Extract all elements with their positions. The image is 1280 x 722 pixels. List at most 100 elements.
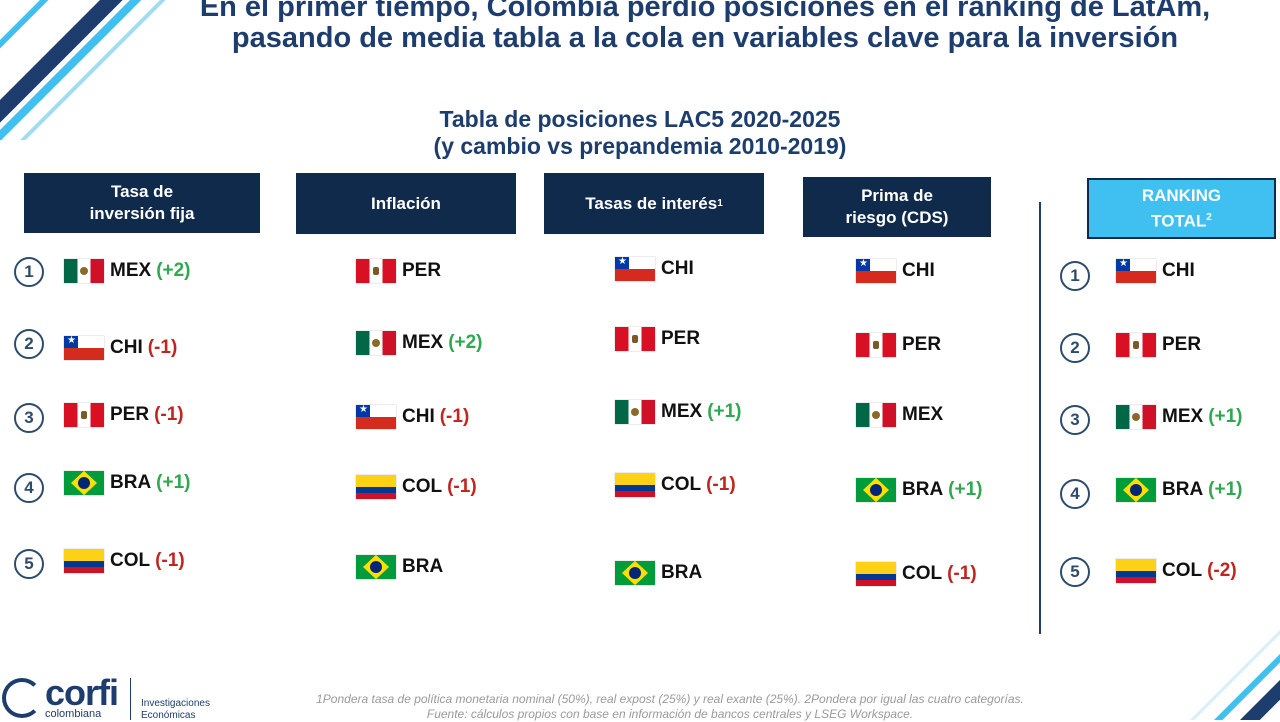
country-code: CHI — [110, 337, 143, 358]
ranking-entry: CHI — [1116, 259, 1195, 283]
corner-decoration-bottom-right — [1180, 630, 1280, 720]
chile-flag-icon — [615, 257, 655, 281]
header-investment-rate: Tasa de inversión fija — [24, 173, 260, 233]
logo-unit: Investigaciones Económicas — [141, 698, 210, 722]
country-code: MEX — [902, 404, 944, 425]
country-code: COL — [902, 563, 943, 584]
rank-change: (-1) — [154, 404, 184, 425]
country-code: PER — [1162, 334, 1202, 355]
header-line: Prima de — [861, 186, 933, 205]
rank-number-1: 1 — [14, 257, 44, 287]
country-code: MEX — [402, 332, 444, 353]
country-code: COL — [402, 476, 443, 497]
header-line: Tasas de interés — [585, 193, 718, 213]
ranking-entry: BRA — [615, 561, 702, 585]
colombia-flag-icon — [856, 562, 896, 586]
ranking-entry: BRA — [356, 555, 443, 579]
ranking-entry: COL (-1) — [356, 475, 477, 499]
subtitle-line-1: Tabla de posiciones LAC5 2020-2025 — [439, 106, 841, 132]
footnote-line-1: 1Pondera tasa de política monetaria nomi… — [316, 692, 1024, 706]
ranking-entry: CHI — [856, 259, 935, 283]
country-code: COL — [1162, 560, 1203, 581]
header-line: TOTAL — [1151, 211, 1207, 231]
rank-change: (+1) — [1208, 406, 1243, 427]
rank-change: (-2) — [1207, 560, 1237, 581]
ranking-entry: COL (-1) — [615, 473, 736, 497]
total-rank-number-2: 2 — [1060, 333, 1090, 363]
ranking-entry: MEX (+2) — [356, 331, 483, 355]
footnote-marker: 1 — [717, 197, 723, 209]
country-code: MEX — [110, 260, 152, 281]
header-interest-rates: Tasas de interés 1 — [544, 173, 764, 234]
logo-wordmark: corfi — [45, 672, 119, 713]
ranking-entry: MEX (+1) — [615, 400, 742, 424]
rank-number-5: 5 — [14, 549, 44, 579]
ranking-entry: MEX (+2) — [64, 259, 191, 283]
ranking-entry: PER — [615, 327, 700, 351]
header-line: Tasa de — [110, 182, 174, 201]
total-rank-number-5: 5 — [1060, 557, 1090, 587]
country-code: BRA — [902, 479, 944, 500]
rank-change: (+1) — [948, 479, 983, 500]
footnote-line-2: Fuente: cálculos propios con base en inf… — [426, 707, 914, 721]
country-code: CHI — [661, 258, 694, 279]
rank-change: (-1) — [947, 563, 977, 584]
chile-flag-icon — [856, 259, 896, 283]
country-code: PER — [902, 334, 942, 355]
footnote-marker: 2 — [1206, 211, 1212, 223]
country-code: COL — [110, 550, 151, 571]
footnote: 1Pondera tasa de política monetaria nomi… — [260, 692, 1080, 722]
ranking-entry: PER — [856, 333, 941, 357]
country-code: BRA — [661, 562, 703, 583]
company-logo: corfi colombiana Investigaciones Económi… — [2, 672, 210, 722]
rank-change: (-1) — [706, 474, 736, 495]
header-inflation: Inflación — [296, 173, 516, 234]
ranking-entry: COL (-1) — [64, 549, 185, 573]
header-line: Inflación — [371, 193, 441, 213]
country-code: PER — [402, 260, 442, 281]
rank-number-2: 2 — [14, 329, 44, 359]
mexico-flag-icon — [615, 400, 655, 424]
peru-flag-icon — [856, 333, 896, 357]
logo-unit-line: Investigaciones — [141, 698, 210, 709]
colombia-flag-icon — [615, 473, 655, 497]
total-rank-number-1: 1 — [1060, 261, 1090, 291]
country-code: MEX — [1162, 406, 1204, 427]
ranking-entry: BRA (+1) — [856, 478, 983, 502]
header-line: inversión fija — [89, 204, 195, 223]
total-rank-number-4: 4 — [1060, 479, 1090, 509]
country-code: CHI — [402, 406, 435, 427]
rank-change: (-1) — [447, 476, 477, 497]
peru-flag-icon — [64, 403, 104, 427]
chile-flag-icon — [1116, 259, 1156, 283]
ranking-entry: CHI — [615, 257, 694, 281]
logo-mark-icon — [2, 678, 42, 718]
peru-flag-icon — [356, 259, 396, 283]
ranking-entry: CHI(-1) — [356, 405, 469, 429]
colombia-flag-icon — [64, 549, 104, 573]
rank-change: (+1) — [707, 401, 742, 422]
rank-change: (-1) — [147, 337, 178, 358]
ranking-entry: COL (-2) — [1116, 559, 1237, 583]
ranking-entry: PER — [356, 259, 441, 283]
brazil-flag-icon — [1116, 478, 1156, 502]
colombia-flag-icon — [1116, 559, 1156, 583]
country-code: BRA — [110, 472, 152, 493]
mexico-flag-icon — [1116, 405, 1156, 429]
peru-flag-icon — [615, 327, 655, 351]
logo-unit-line: Económicas — [141, 710, 196, 721]
header-total-ranking: RANKING TOTAL2 — [1087, 178, 1276, 239]
country-code: CHI — [1162, 260, 1195, 281]
table-subtitle: Tabla de posiciones LAC5 2020-2025 (y ca… — [330, 106, 950, 160]
subtitle-line-2: (y cambio vs prepandemia 2010-2019) — [433, 133, 847, 159]
header-line: riesgo (CDS) — [845, 208, 949, 227]
rank-change: (+2) — [156, 260, 191, 281]
rank-number-4: 4 — [14, 473, 44, 503]
brazil-flag-icon — [856, 478, 896, 502]
ranking-entry: PER — [1116, 333, 1201, 357]
peru-flag-icon — [1116, 333, 1156, 357]
corner-decoration-top-left — [0, 0, 170, 140]
ranking-entry: BRA (+1) — [64, 471, 191, 495]
brazil-flag-icon — [615, 561, 655, 585]
logo-subtitle: colombiana — [45, 708, 102, 720]
